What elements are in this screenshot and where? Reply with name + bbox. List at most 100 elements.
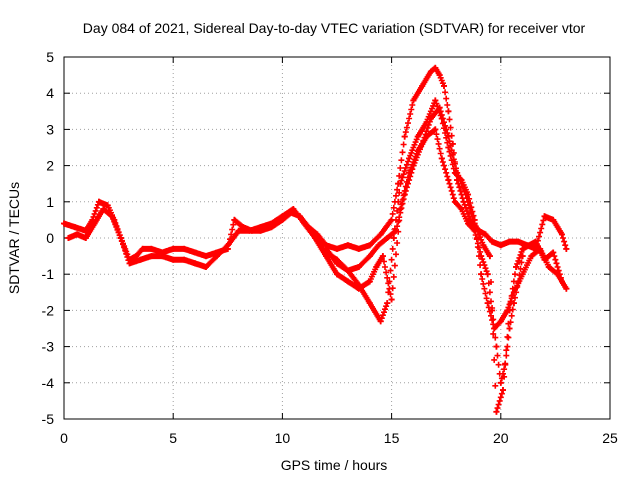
chart-title: Day 084 of 2021, Sidereal Day-to-day VTE… bbox=[83, 20, 586, 36]
data-point bbox=[312, 235, 319, 241]
y-tick-label: -5 bbox=[42, 411, 55, 427]
data-point bbox=[104, 202, 111, 209]
data-point bbox=[436, 104, 443, 111]
x-tick-label: 0 bbox=[60, 430, 68, 446]
x-tick-label: 20 bbox=[493, 430, 509, 446]
data-point bbox=[445, 177, 452, 184]
data-point bbox=[563, 285, 570, 292]
data-point bbox=[519, 245, 526, 252]
data-point bbox=[419, 140, 426, 147]
data-point bbox=[109, 213, 116, 220]
data-point bbox=[192, 249, 199, 256]
data-point bbox=[334, 271, 340, 278]
data-point bbox=[414, 133, 421, 140]
data-point bbox=[506, 307, 513, 314]
data-point bbox=[545, 263, 552, 270]
data-point bbox=[558, 231, 565, 238]
data-marks bbox=[61, 64, 570, 415]
data-point bbox=[497, 379, 504, 386]
data-point bbox=[344, 242, 351, 249]
data-point bbox=[231, 216, 238, 223]
data-point bbox=[213, 253, 220, 260]
data-point bbox=[355, 245, 362, 252]
data-point bbox=[427, 68, 434, 75]
data-point bbox=[397, 180, 404, 187]
data-point bbox=[462, 191, 469, 198]
data-point bbox=[493, 408, 500, 415]
marker-trace bbox=[65, 97, 570, 332]
data-point bbox=[100, 206, 107, 213]
data-point bbox=[513, 263, 520, 270]
data-point bbox=[519, 271, 526, 278]
data-point bbox=[91, 220, 98, 227]
data-point bbox=[355, 285, 362, 292]
data-point bbox=[375, 242, 382, 249]
y-tick-label: 1 bbox=[46, 194, 54, 210]
data-point bbox=[290, 206, 297, 213]
data-point bbox=[377, 318, 384, 325]
data-point bbox=[506, 325, 513, 332]
data-point bbox=[366, 253, 373, 260]
marker-trace bbox=[61, 64, 570, 263]
data-point bbox=[74, 231, 81, 238]
data-point bbox=[95, 198, 102, 205]
data-point bbox=[384, 235, 391, 241]
data-point bbox=[499, 387, 506, 394]
data-point bbox=[148, 245, 155, 252]
data-point bbox=[323, 253, 330, 260]
x-tick-labels: 0 5 10 15 20 25 bbox=[60, 430, 618, 446]
data-point bbox=[82, 235, 89, 241]
data-point bbox=[486, 253, 493, 260]
data-point bbox=[170, 245, 177, 252]
grid bbox=[64, 57, 610, 419]
data-point bbox=[268, 220, 275, 227]
data-point bbox=[202, 263, 209, 270]
data-point bbox=[432, 64, 439, 71]
data-point bbox=[550, 249, 557, 256]
y-tick-label: -4 bbox=[42, 375, 55, 391]
y-tick-label: 3 bbox=[46, 121, 54, 137]
data-point bbox=[410, 97, 417, 104]
data-point bbox=[441, 82, 448, 89]
data-point bbox=[550, 216, 557, 223]
data-point bbox=[126, 260, 133, 267]
data-point bbox=[170, 256, 177, 263]
y-tick-label: -3 bbox=[42, 339, 55, 355]
data-point bbox=[563, 245, 570, 252]
data-point bbox=[482, 231, 489, 238]
data-point bbox=[489, 238, 496, 245]
data-point bbox=[334, 245, 340, 252]
data-point bbox=[377, 231, 384, 238]
data-point bbox=[427, 115, 434, 122]
data-point bbox=[541, 256, 548, 263]
data-point bbox=[355, 263, 362, 270]
series-track-1 bbox=[61, 64, 570, 263]
data-point bbox=[366, 300, 373, 307]
data-point bbox=[454, 169, 461, 176]
data-point bbox=[541, 213, 548, 220]
data-point bbox=[436, 72, 443, 79]
data-point bbox=[532, 238, 539, 245]
data-point bbox=[344, 267, 351, 274]
data-point bbox=[181, 256, 188, 263]
data-point bbox=[419, 82, 426, 89]
series-track-2 bbox=[65, 97, 570, 332]
data-point bbox=[445, 133, 452, 140]
data-point bbox=[497, 242, 504, 249]
y-tick-label: 4 bbox=[46, 85, 54, 101]
data-point bbox=[71, 224, 78, 231]
data-point bbox=[279, 213, 286, 220]
data-point bbox=[478, 253, 485, 260]
y-tick-label: -2 bbox=[42, 302, 55, 318]
data-point bbox=[528, 253, 535, 260]
data-point bbox=[506, 238, 513, 245]
y-tick-label: 0 bbox=[46, 230, 54, 246]
data-point bbox=[192, 260, 199, 267]
data-point bbox=[465, 220, 472, 227]
y-tick-label: -1 bbox=[42, 266, 55, 282]
data-point bbox=[257, 224, 264, 231]
data-point bbox=[515, 238, 522, 245]
data-point bbox=[406, 155, 413, 162]
data-point bbox=[379, 253, 386, 260]
data-point bbox=[484, 300, 491, 307]
